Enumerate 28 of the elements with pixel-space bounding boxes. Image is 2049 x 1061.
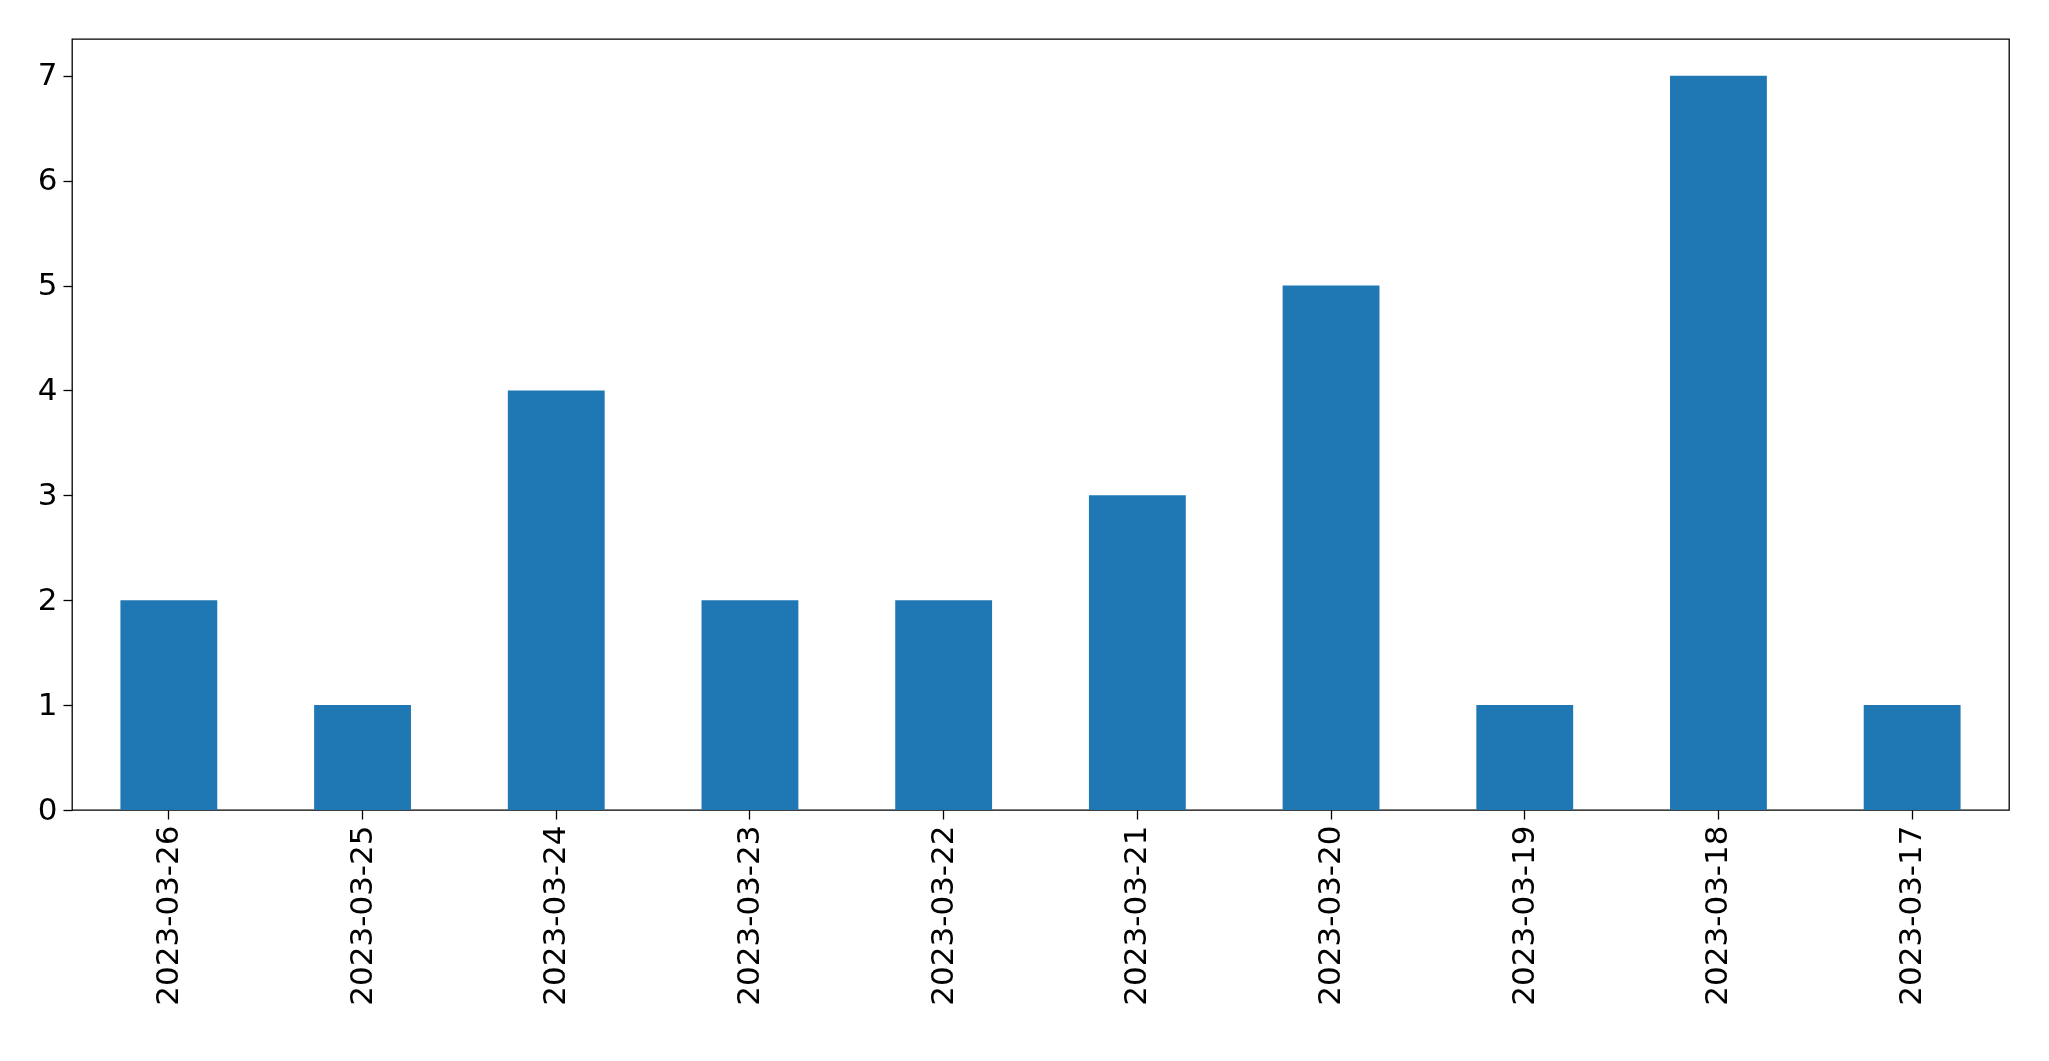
bar bbox=[314, 705, 411, 810]
x-tick-label: 2023-03-22 bbox=[923, 825, 960, 1006]
bar bbox=[507, 390, 605, 810]
bar bbox=[1670, 75, 1767, 810]
y-tick-label: 3 bbox=[37, 475, 58, 512]
bar bbox=[1476, 705, 1574, 810]
x-tick-label: 2023-03-25 bbox=[342, 825, 379, 1006]
x-tick-label: 2023-03-23 bbox=[729, 825, 766, 1006]
y-tick-label: 2 bbox=[37, 580, 58, 617]
bar bbox=[1863, 705, 1961, 810]
bar bbox=[1282, 285, 1380, 810]
y-tick-label: 5 bbox=[37, 266, 58, 303]
y-tick-label: 7 bbox=[37, 56, 58, 93]
x-tick-label: 2023-03-24 bbox=[536, 825, 573, 1006]
x-tick-label: 2023-03-18 bbox=[1698, 825, 1735, 1006]
x-tick-label: 2023-03-17 bbox=[1892, 825, 1929, 1006]
x-tick-label: 2023-03-19 bbox=[1504, 825, 1541, 1006]
x-tick-label: 2023-03-21 bbox=[1117, 825, 1154, 1006]
bar bbox=[1088, 495, 1186, 810]
bar bbox=[701, 600, 799, 810]
y-tick-label: 1 bbox=[37, 685, 58, 722]
y-tick-label: 4 bbox=[37, 370, 58, 407]
y-tick-label: 6 bbox=[37, 161, 58, 198]
bar bbox=[120, 600, 218, 810]
bar bbox=[895, 600, 993, 810]
x-tick-label: 2023-03-20 bbox=[1311, 825, 1348, 1006]
x-tick-label: 2023-03-26 bbox=[148, 825, 185, 1006]
y-tick-label: 0 bbox=[37, 790, 58, 827]
